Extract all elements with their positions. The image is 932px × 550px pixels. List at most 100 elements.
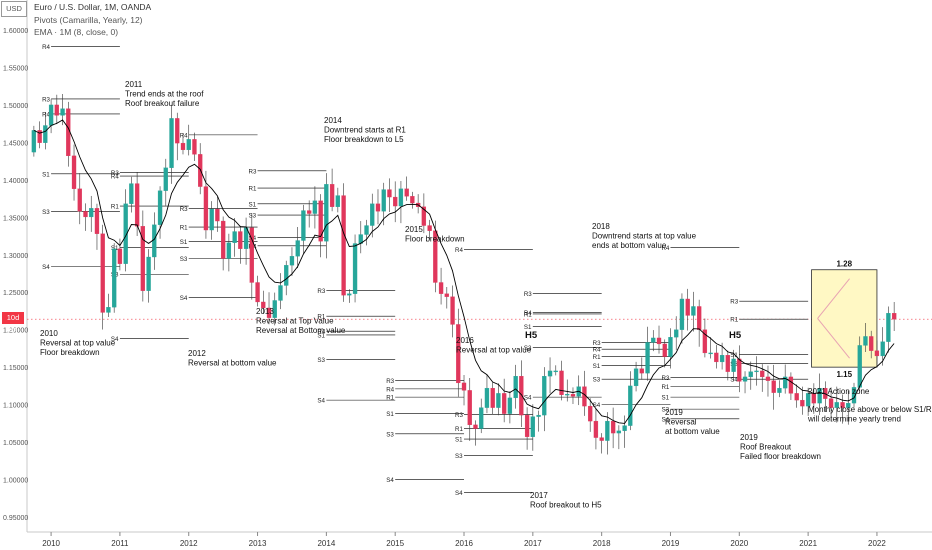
y-tick-label: 1.10000 — [3, 403, 28, 410]
candle-body — [863, 336, 868, 346]
candle-body — [129, 183, 134, 204]
candle-body — [444, 293, 449, 297]
candle-body — [565, 393, 570, 396]
candle-body — [157, 190, 163, 225]
candle-body — [731, 358, 736, 372]
candle-body — [874, 350, 880, 357]
x-tick-label: 2013 — [249, 539, 267, 548]
pivot-level-label: S1 — [455, 437, 463, 444]
pivot-level-label: R3 — [730, 299, 738, 306]
candle-body — [249, 227, 254, 283]
x-tick-label: 2015 — [386, 539, 404, 548]
annotation-line: at bottom value — [665, 427, 720, 436]
pivot-level-label: R1 — [317, 314, 325, 321]
pivot-level-label: S1 — [42, 171, 50, 178]
candle-body — [209, 208, 214, 231]
annotation-line: 2019 — [665, 408, 683, 417]
pivots-indicator-label[interactable]: Pivots (Camarilla, Yearly, 12) — [34, 15, 143, 25]
target-down-arrow — [817, 318, 850, 359]
ema-indicator-label[interactable]: EMA · 1M (8, close, 0) — [34, 27, 119, 37]
candle-body — [886, 313, 891, 342]
candle-body — [685, 298, 690, 316]
pivot-level-label: R1 — [455, 426, 463, 433]
annotation-line: will determine yearly trend — [807, 415, 901, 424]
x-tick-label: 2021 — [799, 539, 817, 548]
pivot-level-label: S1 — [111, 245, 119, 252]
candle-body — [146, 256, 151, 291]
annotation-line: Reversal at top value — [456, 346, 532, 355]
currency-scale-badge[interactable]: USD — [1, 1, 27, 17]
candle-body — [461, 382, 467, 391]
pivot-level-label: S1 — [730, 352, 738, 359]
annotation-line: Failed floor breakdown — [740, 452, 821, 461]
annotation-line: 2014 — [324, 116, 342, 125]
pivot-level-label: R1 — [524, 311, 532, 318]
annotation-line: Roof breakout to H5 — [530, 501, 602, 510]
pivot-level-label: R1 — [730, 317, 738, 324]
candle-body — [335, 195, 341, 207]
candle-body — [748, 371, 753, 378]
action-zone-layer: 1.28 1.15 — [811, 260, 878, 379]
pivot-layer: R4R3S1S3S4R4R3R1S1S3S4R4R3R1S1S3S4R4R3R1… — [27, 44, 932, 497]
candle-body — [71, 155, 77, 189]
pivot-level-label: S3 — [455, 453, 463, 460]
candle-body — [433, 230, 438, 283]
pivot-level-label: S1 — [249, 201, 257, 208]
candle-body — [232, 231, 237, 243]
annotation-line: Roof breakout failure — [125, 99, 200, 108]
pivot-level-label: R4 — [524, 310, 532, 317]
candle-body — [588, 405, 593, 422]
candle-body — [794, 393, 799, 401]
candle-body — [633, 368, 639, 387]
candle-body — [220, 220, 226, 259]
candle-body — [456, 324, 461, 384]
candle-body — [496, 393, 501, 408]
pivot-level-label: S4 — [42, 264, 50, 271]
candle-body — [140, 226, 146, 291]
annotation-line: Reversal at top value — [40, 339, 116, 348]
candle-body — [301, 210, 306, 241]
pivot-level-label: S4 — [524, 395, 532, 402]
candle-body — [387, 189, 392, 198]
candle-body — [266, 307, 272, 318]
annotation-line: H5 — [729, 330, 742, 341]
annotation-line: Downtrend starts at R1 — [324, 126, 406, 135]
candle-body — [48, 104, 54, 126]
candle-body — [134, 183, 140, 227]
pivot-level-label: S3 — [249, 213, 257, 220]
pivot-level-label: S1 — [180, 239, 188, 246]
pivot-level-label: R1 — [386, 395, 394, 402]
candle-body — [593, 420, 599, 438]
candle-body — [656, 337, 662, 345]
candle-body — [668, 337, 673, 357]
candle-body — [324, 184, 329, 242]
annotation-line: 2016 — [456, 336, 474, 345]
candle-body — [77, 188, 82, 212]
pivot-level-label: R3 — [593, 340, 601, 347]
candle-body — [490, 387, 495, 408]
candle-body — [553, 370, 558, 373]
pivot-level-label: R4 — [661, 245, 669, 252]
candle-body — [215, 208, 220, 222]
candle-body — [610, 420, 616, 434]
candle-body — [547, 370, 553, 377]
pivot-level-label: R4 — [42, 111, 50, 118]
pivot-level-label: S1 — [386, 411, 394, 418]
candle-body — [891, 313, 897, 320]
candle-body — [628, 385, 633, 426]
pivot-level-label: S3 — [593, 377, 601, 384]
annotation-line: Reversal at Bottom value — [256, 326, 346, 335]
candle-body — [318, 200, 323, 242]
candle-body — [662, 343, 667, 357]
candle-body — [381, 189, 386, 212]
candle-body — [289, 256, 295, 266]
axis-layer: 0.95000 1.00000 1.05000 1.10000 1.15000 1.200… — [3, 0, 932, 548]
x-tick-label: 2011 — [111, 539, 129, 548]
y-tick-label: 1.45000 — [3, 140, 28, 147]
ema-layer — [33, 119, 895, 424]
pivot-level-label: R3 — [111, 170, 119, 177]
pivot-level-label: S4 — [180, 295, 188, 302]
pivot-level-label: S1 — [593, 363, 601, 370]
candle-body — [163, 167, 168, 191]
annotation-line: Roof Breakout — [740, 443, 792, 452]
